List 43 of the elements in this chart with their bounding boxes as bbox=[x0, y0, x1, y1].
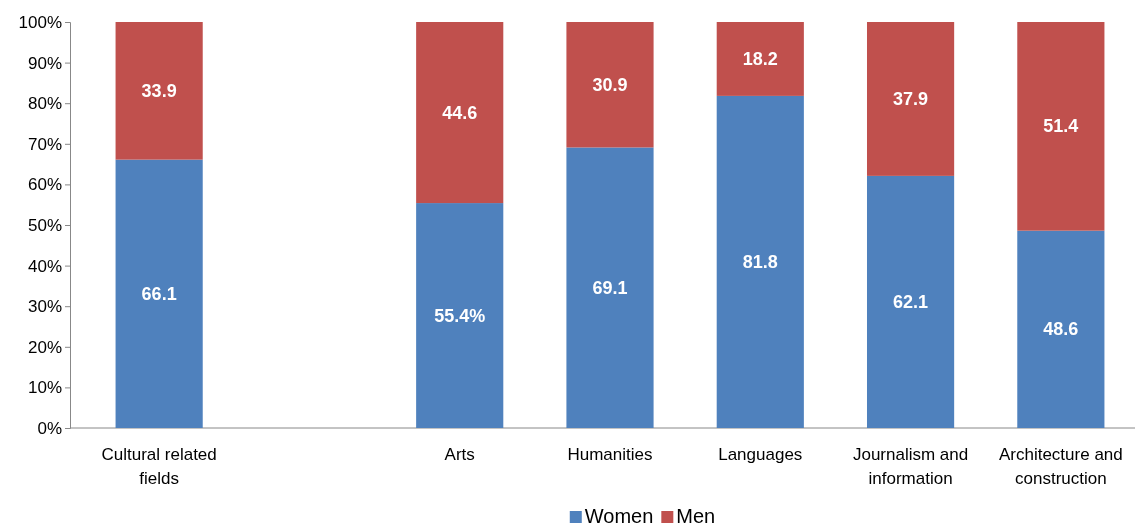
data-label: 69.1 bbox=[592, 277, 628, 298]
data-label: 33.9 bbox=[141, 80, 177, 101]
bar bbox=[716, 22, 804, 96]
data-label: 48.6 bbox=[1043, 319, 1079, 340]
y-tick-label: 20% bbox=[27, 337, 62, 357]
data-label: 81.8 bbox=[742, 251, 778, 272]
y-tick-label: 60% bbox=[27, 175, 62, 195]
bar bbox=[115, 22, 203, 160]
data-label: 30.9 bbox=[592, 74, 628, 95]
y-tick-label: 10% bbox=[27, 378, 62, 398]
data-label: 18.2 bbox=[742, 48, 778, 69]
legend-label: Women bbox=[584, 505, 654, 527]
data-label: 62.1 bbox=[893, 291, 929, 312]
bar bbox=[866, 175, 955, 428]
x-tick-label: Architecture and construction bbox=[998, 445, 1123, 488]
data-label: 55.4% bbox=[434, 305, 486, 326]
y-tick-label: 0% bbox=[37, 418, 62, 438]
bar bbox=[1017, 230, 1105, 428]
y-tick-label: 30% bbox=[27, 297, 62, 317]
y-tick-label: 50% bbox=[27, 215, 62, 235]
x-tick-label: Humanities bbox=[567, 445, 653, 464]
data-label: 44.6 bbox=[442, 102, 478, 123]
bar bbox=[115, 159, 203, 428]
x-tick-label: Journalism and information bbox=[852, 445, 969, 488]
bar bbox=[416, 22, 504, 204]
data-label: 37.9 bbox=[893, 88, 929, 109]
bar bbox=[566, 22, 654, 148]
y-tick-label: 100% bbox=[18, 12, 62, 32]
legend-label: Men bbox=[676, 505, 716, 527]
x-tick-label: Arts bbox=[444, 445, 475, 464]
bar bbox=[416, 203, 504, 428]
data-label: 51.4 bbox=[1043, 116, 1079, 137]
x-tick-label: Cultural related fields bbox=[101, 445, 217, 488]
bar bbox=[866, 22, 955, 176]
bar bbox=[566, 147, 654, 428]
bar bbox=[1017, 22, 1105, 231]
y-tick-label: 70% bbox=[27, 134, 62, 154]
y-tick-label: 90% bbox=[27, 53, 62, 73]
bar bbox=[716, 95, 804, 428]
y-tick-label: 80% bbox=[27, 94, 62, 114]
x-tick-label: Languages bbox=[718, 445, 803, 464]
data-label: 66.1 bbox=[141, 283, 177, 304]
y-tick-label: 40% bbox=[27, 256, 62, 276]
